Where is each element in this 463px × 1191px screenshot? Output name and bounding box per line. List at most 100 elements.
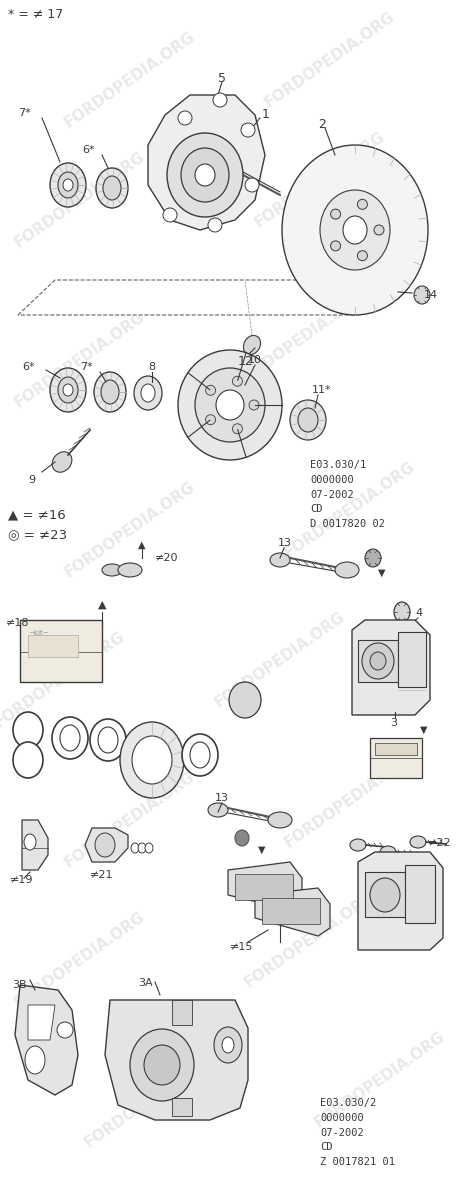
Ellipse shape [144, 1045, 180, 1085]
Text: 9: 9 [28, 475, 35, 485]
Text: FORDOPEDIA.ORG: FORDOPEDIA.ORG [62, 30, 198, 131]
Circle shape [357, 250, 368, 261]
Text: FORDOPEDIA.ORG: FORDOPEDIA.ORG [12, 149, 148, 250]
Ellipse shape [50, 163, 86, 207]
Ellipse shape [298, 409, 318, 432]
Ellipse shape [244, 336, 261, 355]
Text: 13: 13 [278, 538, 292, 548]
Circle shape [232, 424, 243, 434]
Ellipse shape [167, 133, 243, 217]
Polygon shape [28, 1005, 55, 1040]
Ellipse shape [131, 843, 139, 853]
Ellipse shape [216, 389, 244, 420]
Ellipse shape [130, 1029, 194, 1100]
Ellipse shape [13, 742, 43, 778]
Ellipse shape [25, 1046, 45, 1074]
Ellipse shape [102, 565, 122, 576]
Text: ▲: ▲ [98, 600, 106, 610]
Ellipse shape [380, 846, 396, 858]
Ellipse shape [58, 378, 78, 403]
Circle shape [374, 225, 384, 235]
Circle shape [232, 376, 243, 386]
Text: ◎ = ≠23: ◎ = ≠23 [8, 528, 67, 541]
Polygon shape [148, 95, 265, 230]
Ellipse shape [20, 750, 36, 771]
Bar [235, 874, 293, 900]
Ellipse shape [394, 601, 410, 622]
Ellipse shape [320, 191, 390, 270]
Ellipse shape [270, 553, 290, 567]
Ellipse shape [282, 145, 428, 314]
Circle shape [213, 93, 227, 107]
Polygon shape [358, 852, 443, 950]
Ellipse shape [138, 843, 146, 853]
Circle shape [249, 400, 259, 410]
Ellipse shape [222, 1037, 234, 1053]
Text: 3: 3 [390, 718, 397, 728]
Text: ≠19: ≠19 [10, 875, 33, 885]
Ellipse shape [52, 717, 88, 759]
Ellipse shape [414, 286, 430, 304]
Ellipse shape [145, 843, 153, 853]
Ellipse shape [290, 400, 326, 439]
Polygon shape [352, 621, 430, 715]
Ellipse shape [365, 549, 381, 567]
Ellipse shape [58, 172, 78, 198]
Polygon shape [85, 828, 128, 862]
Ellipse shape [410, 836, 426, 848]
Circle shape [206, 414, 216, 425]
Text: 7*: 7* [18, 108, 31, 118]
Ellipse shape [94, 372, 126, 412]
Text: E03.030/1
0000000
07-2002
CD
D 0017820 02: E03.030/1 0000000 07-2002 CD D 0017820 0… [310, 460, 385, 529]
Ellipse shape [118, 563, 142, 576]
Text: ≠21: ≠21 [90, 869, 113, 880]
Text: FORDOPEDIA.ORG: FORDOPEDIA.ORG [312, 1029, 448, 1130]
Polygon shape [22, 819, 48, 869]
Text: FORDOPEDIA.ORG: FORDOPEDIA.ORG [12, 310, 148, 411]
Text: 10: 10 [248, 355, 262, 364]
Text: ≠22: ≠22 [428, 838, 451, 848]
Text: FORDOPEDIA.ORG: FORDOPEDIA.ORG [12, 909, 148, 1011]
Text: 5: 5 [218, 71, 226, 85]
Ellipse shape [178, 350, 282, 460]
Text: FORDOPEDIA.ORG: FORDOPEDIA.ORG [232, 289, 368, 391]
Text: FORDOPEDIA.ORG: FORDOPEDIA.ORG [282, 460, 418, 561]
Bar [370, 738, 422, 778]
Text: ▲: ▲ [138, 540, 145, 550]
Bar [172, 1000, 192, 1025]
Text: FORDOPEDIA.ORG: FORDOPEDIA.ORG [252, 130, 388, 231]
Ellipse shape [195, 164, 215, 186]
Ellipse shape [335, 562, 359, 578]
Bar [365, 872, 405, 917]
Ellipse shape [181, 148, 229, 202]
Ellipse shape [20, 721, 36, 740]
Bar [358, 640, 398, 682]
Ellipse shape [370, 878, 400, 912]
Text: 11*: 11* [312, 385, 332, 395]
Circle shape [331, 210, 341, 219]
Text: FORDOPEDIA.ORG: FORDOPEDIA.ORG [0, 629, 128, 731]
Text: FORDOPEDIA.ORG: FORDOPEDIA.ORG [262, 10, 398, 111]
Text: ▲ = ≠16: ▲ = ≠16 [8, 509, 66, 520]
Bar [398, 632, 426, 687]
Bar [375, 743, 417, 755]
Ellipse shape [190, 742, 210, 768]
Circle shape [208, 218, 222, 232]
Text: FORDOPEDIA.ORG: FORDOPEDIA.ORG [62, 479, 198, 581]
Circle shape [206, 386, 216, 395]
Text: FORDOPEDIA.ORG: FORDOPEDIA.ORG [282, 749, 418, 850]
Text: 6*: 6* [82, 145, 94, 155]
Circle shape [245, 177, 259, 192]
Ellipse shape [60, 725, 80, 752]
Text: 2: 2 [318, 118, 326, 131]
Text: ~kit~: ~kit~ [28, 630, 49, 636]
Ellipse shape [362, 643, 394, 679]
Text: ≠15: ≠15 [230, 942, 253, 952]
Text: FORDOPEDIA.ORG: FORDOPEDIA.ORG [242, 890, 378, 991]
Ellipse shape [90, 719, 126, 761]
Text: 4: 4 [415, 607, 422, 618]
Ellipse shape [63, 179, 73, 191]
Circle shape [331, 241, 341, 251]
Ellipse shape [95, 833, 115, 858]
Text: 8: 8 [148, 362, 155, 372]
